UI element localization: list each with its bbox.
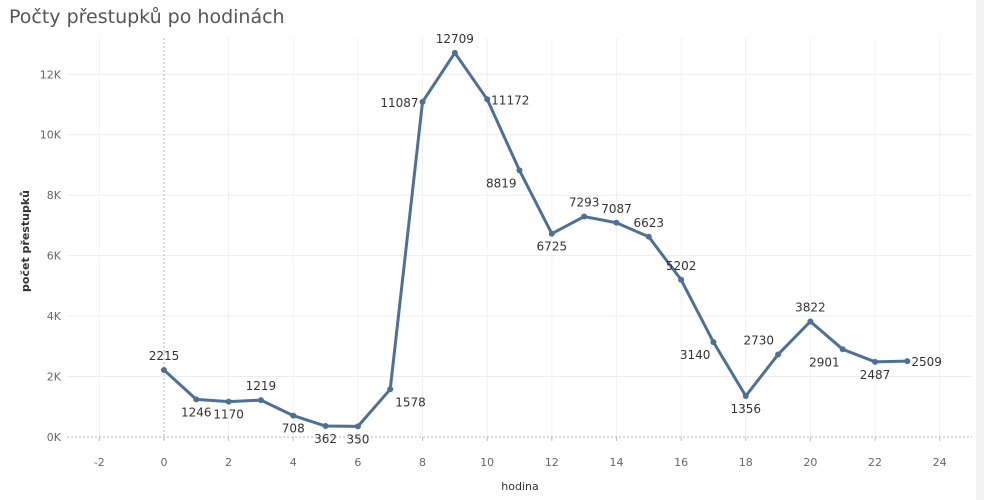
data-labels: 2215 1246 1170 1219 708 362 350 1578 11087 12709 1…: [149, 32, 942, 447]
data-point[interactable]: [516, 167, 523, 174]
data-point[interactable]: [807, 318, 814, 325]
y-tick-label: 4K: [47, 310, 62, 323]
data-point[interactable]: [775, 351, 782, 358]
data-point[interactable]: [904, 358, 911, 365]
x-tick-label: 10: [480, 456, 494, 469]
x-tick-label: 4: [290, 456, 297, 469]
y-tick-label: 8K: [47, 189, 62, 202]
data-label: 11087: [380, 96, 418, 110]
x-tick-label: 8: [419, 456, 426, 469]
chart-title: Počty přestupků po hodinách: [9, 6, 285, 28]
x-tick-label: 12: [545, 456, 559, 469]
y-axis-label: počet přestupků: [19, 190, 32, 292]
data-point[interactable]: [613, 219, 620, 226]
data-point[interactable]: [484, 96, 491, 103]
x-tick-label: -2: [94, 456, 105, 469]
data-point[interactable]: [225, 398, 232, 405]
data-label: 1356: [730, 402, 761, 416]
data-point[interactable]: [419, 98, 426, 105]
data-point[interactable]: [354, 423, 361, 430]
data-point[interactable]: [742, 393, 749, 400]
y-tick-label: 12K: [40, 68, 62, 81]
data-label: 12709: [436, 32, 474, 46]
data-point[interactable]: [193, 396, 200, 403]
x-tick-label: 14: [609, 456, 623, 469]
data-point[interactable]: [581, 213, 588, 220]
y-tick-label: 10K: [40, 129, 62, 142]
data-point[interactable]: [290, 412, 297, 419]
data-label: 2730: [744, 333, 775, 347]
data-label: 350: [346, 432, 369, 446]
series-line: [162, 51, 909, 428]
data-label: 1246: [181, 405, 212, 419]
data-label: 2509: [911, 355, 942, 369]
x-tick-label: 6: [354, 456, 361, 469]
data-label: 8819: [486, 176, 517, 190]
data-point[interactable]: [257, 397, 264, 404]
data-label: 6725: [537, 240, 568, 254]
data-label: 6623: [634, 216, 665, 230]
data-point[interactable]: [710, 339, 717, 346]
data-label: 3822: [795, 300, 826, 314]
data-point[interactable]: [160, 367, 167, 374]
grid-lines: [67, 38, 972, 437]
x-tick-label: 20: [803, 456, 817, 469]
vertical-scrollbar[interactable]: [976, 0, 984, 500]
data-label: 2215: [149, 349, 180, 363]
data-points: [160, 49, 911, 430]
y-tick-label: 2K: [47, 371, 62, 384]
x-tick-label: 18: [739, 456, 753, 469]
x-tick-label: 22: [868, 456, 882, 469]
data-point[interactable]: [548, 230, 555, 237]
data-point[interactable]: [451, 49, 458, 56]
data-label: 708: [282, 422, 305, 436]
data-label: 2487: [860, 368, 891, 382]
x-tick-label: 24: [933, 456, 947, 469]
y-tick-label: 0K: [47, 431, 62, 444]
data-point[interactable]: [322, 423, 329, 430]
x-tick-label: 0: [160, 456, 167, 469]
data-label: 362: [314, 432, 337, 446]
data-label: 7293: [569, 196, 600, 210]
data-point[interactable]: [645, 233, 652, 240]
data-point[interactable]: [387, 386, 394, 393]
data-point[interactable]: [839, 346, 846, 353]
data-point[interactable]: [872, 358, 879, 365]
x-axis-label: hodina: [501, 480, 538, 493]
data-label: 7087: [601, 202, 632, 216]
x-tick-label: 2: [225, 456, 232, 469]
y-tick-label: 6K: [47, 250, 62, 263]
data-label: 1219: [246, 379, 277, 393]
data-label: 5202: [666, 259, 697, 273]
data-label: 1170: [213, 408, 244, 422]
series-line-layer: [162, 51, 909, 428]
data-label: 2901: [809, 355, 840, 369]
data-label: 3140: [680, 348, 711, 362]
data-label: 1578: [395, 395, 426, 409]
data-label: 11172: [491, 93, 529, 107]
data-point[interactable]: [678, 276, 685, 283]
x-tick-label: 16: [674, 456, 688, 469]
